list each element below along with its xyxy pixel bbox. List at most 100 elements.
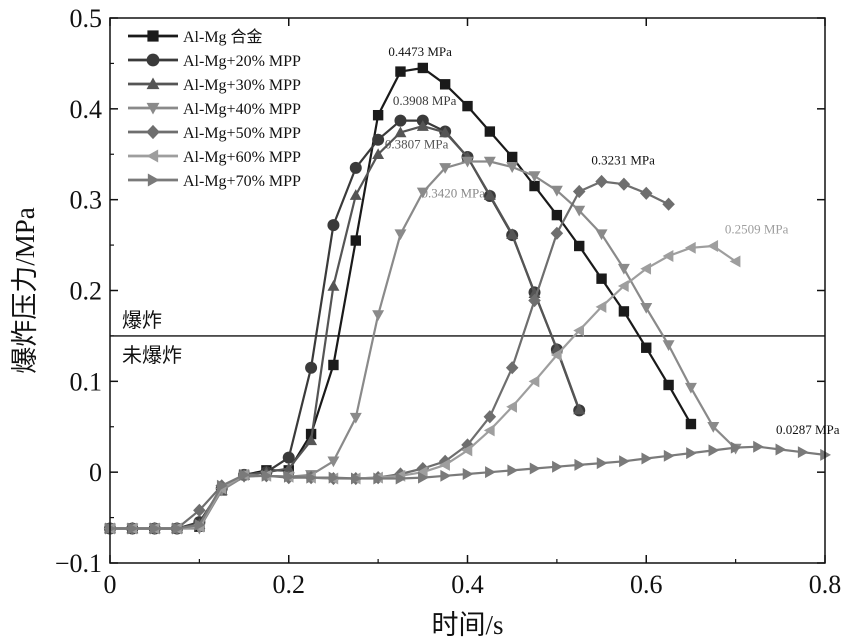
data-point [640, 262, 652, 275]
data-point [239, 468, 251, 481]
data-point [193, 503, 206, 517]
data-point [372, 133, 385, 146]
data-point [551, 209, 563, 221]
data-point [349, 189, 362, 200]
peak-annotation: 0.0287 MPa [776, 422, 840, 437]
data-point [707, 421, 720, 433]
data-point [686, 447, 697, 460]
data-point [349, 161, 362, 174]
data-point [282, 451, 295, 464]
data-point [418, 471, 429, 484]
data-point [619, 455, 630, 468]
data-point [282, 462, 295, 474]
data-point [461, 156, 474, 168]
data-point [596, 457, 608, 470]
data-point [373, 472, 385, 485]
data-point [439, 79, 451, 90]
legend-label: Al-Mg+50% MPP [183, 125, 301, 142]
data-point [685, 418, 697, 430]
series-line [110, 244, 737, 530]
threshold-label-no-explosion: 未爆炸 [122, 344, 182, 367]
peak-annotation: 0.3420 MPa [421, 186, 485, 201]
data-point [572, 184, 586, 199]
data-point [483, 424, 495, 437]
data-point [506, 400, 517, 413]
data-point [462, 468, 474, 480]
data-point [372, 310, 385, 322]
data-point [663, 379, 674, 391]
legend-label: Al-Mg+30% MPP [183, 77, 301, 94]
legend-entry: Al-Mg+30% MPP [128, 77, 301, 94]
data-point [483, 189, 496, 200]
legend-marker [146, 102, 160, 115]
data-point [439, 163, 452, 174]
data-point [394, 229, 407, 241]
legend-marker [147, 30, 159, 42]
x-tick-label: 0.6 [630, 570, 663, 599]
legend-marker [147, 173, 160, 187]
data-point [552, 460, 563, 473]
x-tick-label: 0 [104, 570, 117, 599]
data-point [506, 151, 518, 163]
data-point [662, 197, 675, 211]
x-tick-label: 0.8 [809, 570, 842, 599]
data-point [417, 62, 429, 74]
legend-entry: Al-Mg+70% MPP [128, 173, 301, 190]
data-point [797, 446, 809, 459]
data-point [662, 340, 675, 351]
y-tick-label: 0.4 [70, 95, 103, 124]
data-point [641, 452, 653, 465]
data-point [261, 469, 273, 482]
data-point [416, 120, 429, 131]
data-point [662, 250, 674, 262]
data-point [550, 185, 563, 197]
legend-marker [146, 77, 160, 90]
legend-marker [146, 124, 160, 140]
data-point [639, 186, 653, 200]
data-point [730, 441, 742, 454]
data-point [440, 469, 452, 482]
data-point [507, 464, 519, 477]
x-tick-label: 0.4 [451, 570, 484, 599]
threshold-label-explosion: 爆炸 [122, 309, 162, 332]
legend-label: Al-Mg+20% MPP [183, 53, 301, 70]
data-point [483, 410, 497, 424]
data-point [528, 293, 541, 308]
data-point [394, 114, 407, 127]
data-point [327, 279, 340, 291]
legend-entry: Al-Mg+50% MPP [128, 124, 301, 142]
data-point [484, 126, 496, 137]
data-point [327, 456, 340, 468]
data-point [506, 162, 519, 173]
data-point [506, 228, 519, 239]
y-tick-label: 0.5 [70, 4, 103, 33]
data-point [550, 226, 564, 240]
data-point [350, 235, 361, 246]
x-tick-label: 0.2 [273, 570, 306, 599]
legend-entry: Al-Mg+60% MPP [128, 149, 301, 166]
data-point [306, 471, 318, 484]
data-point [573, 205, 586, 217]
data-point [305, 434, 318, 446]
data-point [462, 100, 473, 112]
peak-annotation: 0.2509 MPa [725, 221, 789, 236]
data-point [529, 180, 540, 192]
data-point [327, 219, 340, 232]
data-point [372, 148, 385, 160]
peak-annotation: 0.3908 MPa [393, 93, 457, 108]
data-point [349, 412, 362, 424]
data-point [595, 174, 608, 189]
legend-entry: Al-Mg 合金 [128, 28, 263, 46]
data-point [172, 522, 184, 535]
data-point [328, 471, 340, 484]
legend-marker [146, 149, 159, 163]
legend-label: Al-Mg+40% MPP [183, 101, 301, 118]
data-point [617, 263, 630, 275]
data-point [505, 361, 519, 375]
data-point [194, 518, 206, 531]
data-point [439, 458, 450, 471]
data-point [529, 462, 541, 475]
legend-label: Al-Mg 合金 [183, 28, 263, 46]
peak-annotation: 0.3807 MPa [385, 136, 449, 151]
data-point [617, 279, 629, 292]
